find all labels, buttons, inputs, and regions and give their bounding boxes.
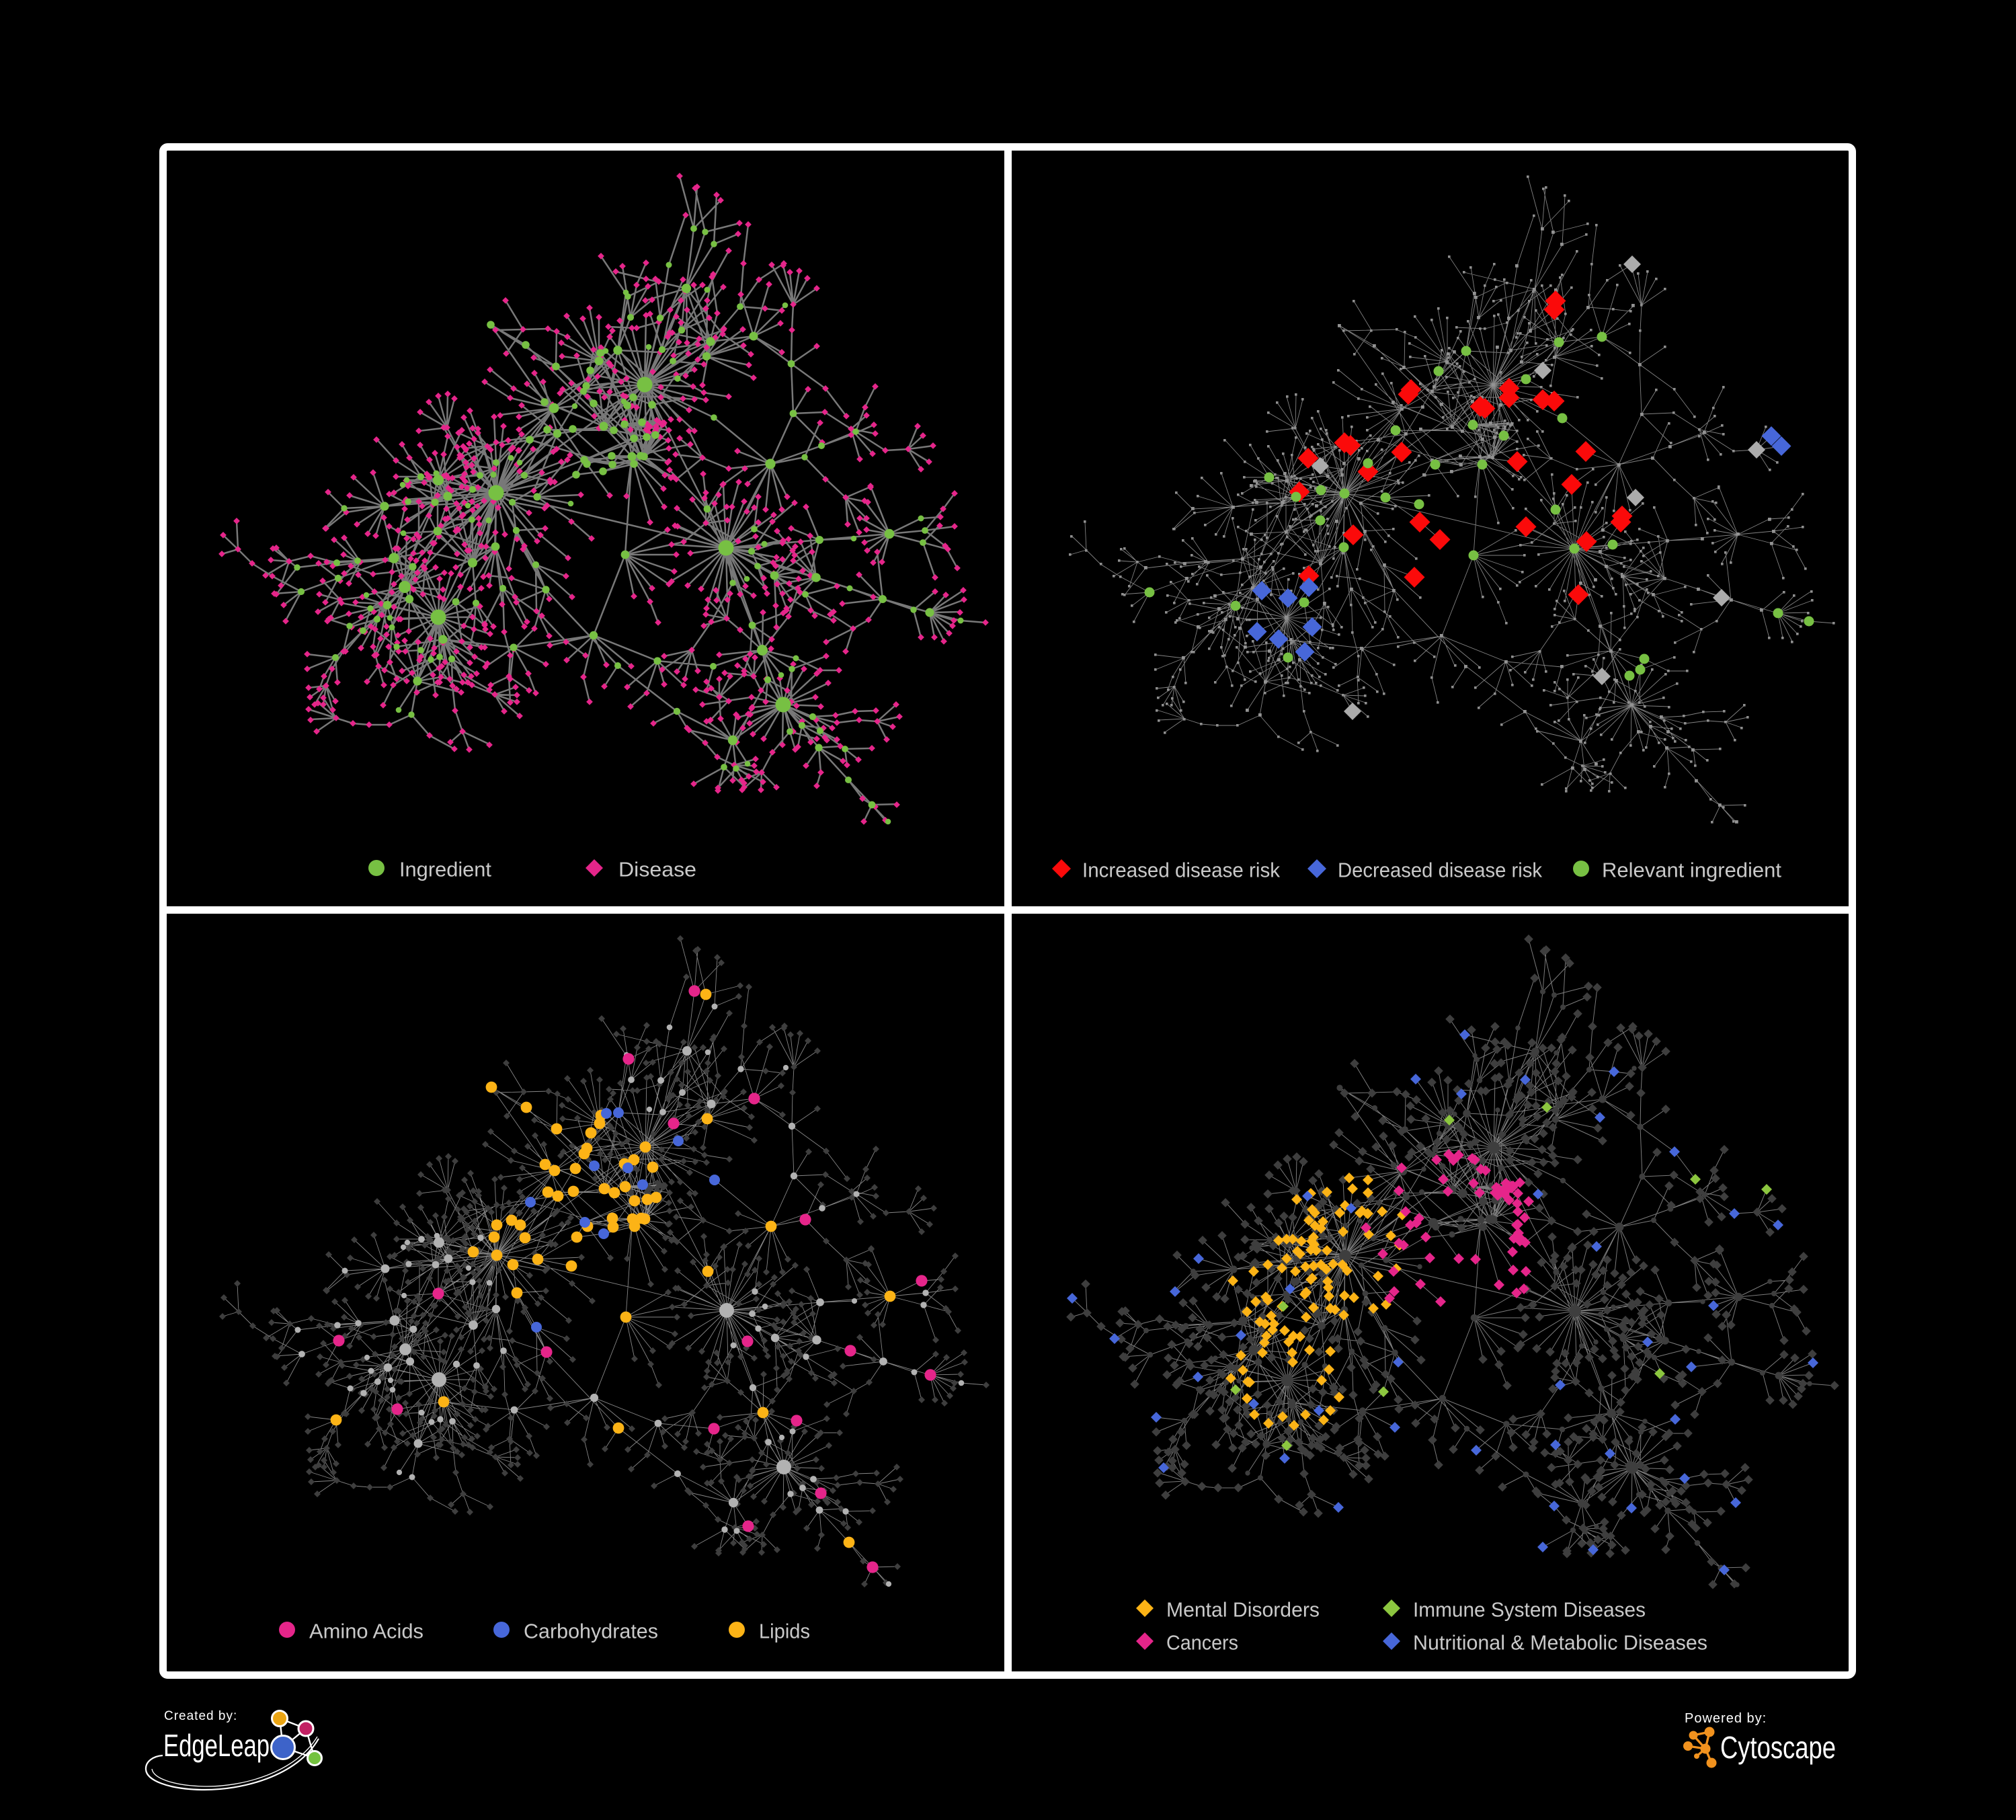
svg-text:Nutritional & Metabolic Diseas: Nutritional & Metabolic Diseases bbox=[1413, 1631, 1707, 1655]
svg-text:Disease: Disease bbox=[618, 858, 696, 881]
svg-text:Relevant ingredient: Relevant ingredient bbox=[1602, 859, 1781, 882]
svg-text:Cancers: Cancers bbox=[1166, 1631, 1238, 1655]
svg-text:Ingredient: Ingredient bbox=[399, 858, 491, 881]
svg-text:Increased disease risk: Increased disease risk bbox=[1082, 859, 1280, 882]
svg-text:Lipids: Lipids bbox=[759, 1620, 810, 1643]
svg-text:Decreased disease risk: Decreased disease risk bbox=[1338, 859, 1542, 882]
svg-text:Cytoscape: Cytoscape bbox=[1720, 1730, 1836, 1765]
svg-text:Mental Disorders: Mental Disorders bbox=[1166, 1598, 1320, 1622]
svg-text:Carbohydrates: Carbohydrates bbox=[524, 1620, 658, 1643]
svg-text:Created by:: Created by: bbox=[164, 1709, 237, 1723]
svg-text:Amino Acids: Amino Acids bbox=[309, 1620, 424, 1643]
svg-text:EdgeLeap: EdgeLeap bbox=[163, 1728, 270, 1763]
svg-text:Powered by:: Powered by: bbox=[1685, 1711, 1767, 1726]
svg-text:Immune System Diseases: Immune System Diseases bbox=[1413, 1598, 1646, 1622]
